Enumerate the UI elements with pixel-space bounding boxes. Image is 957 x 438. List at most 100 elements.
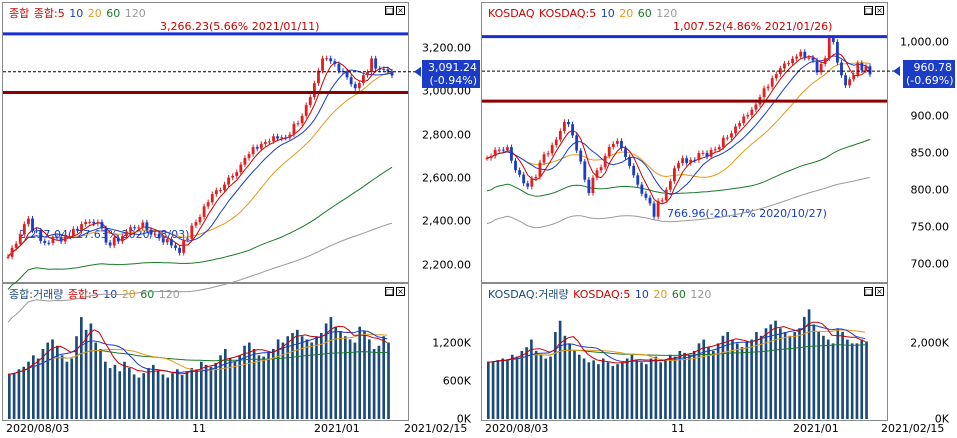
volume-bar xyxy=(836,328,840,419)
volume-bar xyxy=(712,350,715,419)
candle xyxy=(39,230,43,242)
candle xyxy=(161,238,165,243)
candle xyxy=(337,64,341,71)
maximize-icon[interactable]: □ xyxy=(864,287,873,296)
legend-item: 120 xyxy=(690,288,712,301)
candle xyxy=(247,154,251,158)
volume-bar xyxy=(487,362,490,419)
candle xyxy=(231,176,235,178)
close-icon[interactable]: × xyxy=(875,287,884,296)
candle xyxy=(317,70,320,84)
candle xyxy=(59,237,63,242)
legend-item: 60 xyxy=(106,7,121,20)
candle xyxy=(55,237,59,239)
candle xyxy=(510,147,513,161)
candle xyxy=(835,41,839,63)
volume-bar xyxy=(664,360,667,419)
candle xyxy=(243,157,247,165)
candle xyxy=(219,190,222,192)
candle xyxy=(770,78,774,87)
volume-bar xyxy=(248,342,251,419)
maximize-icon[interactable]: □ xyxy=(385,6,394,15)
volume-ma20-line xyxy=(486,329,866,363)
left-current-change: (-0.94%) xyxy=(429,74,478,87)
maximize-icon[interactable]: □ xyxy=(385,287,394,296)
volume-bar xyxy=(668,354,672,419)
volume-bar xyxy=(204,364,208,419)
volume-bar xyxy=(267,352,270,419)
maximize-icon[interactable]: □ xyxy=(864,6,873,15)
ma60-line xyxy=(486,138,871,197)
candle xyxy=(668,181,672,190)
candle xyxy=(860,63,864,71)
legend-item: 20 xyxy=(619,7,634,20)
candle xyxy=(791,58,794,64)
volume-ma10-line xyxy=(486,324,866,363)
volume-bar xyxy=(563,335,567,419)
x-tick-label: 2021/02/15 xyxy=(404,422,468,435)
candle xyxy=(713,149,717,151)
candle xyxy=(223,184,226,191)
candle xyxy=(100,221,104,229)
candle xyxy=(762,88,766,98)
volume-bar xyxy=(358,326,362,419)
volume-bar xyxy=(568,343,572,419)
candle xyxy=(202,206,206,217)
right-price-panel[interactable]: KOSDAQ KOSDAQ:5 10 20 60 120 □ × xyxy=(481,2,888,283)
candle xyxy=(571,124,574,136)
volume-bar xyxy=(89,323,93,419)
volume-ma5-line xyxy=(486,321,866,364)
candle xyxy=(615,140,619,144)
candle xyxy=(518,170,522,175)
candle xyxy=(485,158,489,160)
volume-bar xyxy=(238,355,242,419)
candle xyxy=(852,74,856,80)
volume-bar xyxy=(176,369,179,419)
ma60-line xyxy=(7,166,393,290)
volume-bar xyxy=(846,339,849,419)
legend-item: 종합:5 xyxy=(33,7,65,20)
candle xyxy=(357,82,361,89)
y-tick-label: 900.00 xyxy=(910,109,950,123)
x-tick-label: 2021/01 xyxy=(314,422,360,435)
candle xyxy=(88,221,92,223)
right-high-annotation: 1,007.52(4.86% 2021/01/26) xyxy=(673,20,833,33)
volume-bar xyxy=(214,362,218,419)
y-tick-label: 600K xyxy=(442,374,471,388)
candle xyxy=(734,126,737,134)
legend-item: 20 xyxy=(121,288,136,301)
volume-bar xyxy=(798,328,801,419)
volume-bar xyxy=(147,368,150,419)
volume-bar xyxy=(855,343,859,419)
candle xyxy=(558,131,562,140)
candle xyxy=(27,218,30,225)
candle xyxy=(312,83,316,98)
candle xyxy=(493,149,497,157)
volume-bar xyxy=(496,360,500,419)
y-tick-label: 2,800.00 xyxy=(422,128,471,142)
x-tick-label: 2021/01 xyxy=(793,422,839,435)
candle xyxy=(206,202,210,207)
candle xyxy=(632,165,636,176)
candle xyxy=(583,161,587,180)
candle xyxy=(325,58,329,60)
close-icon[interactable]: × xyxy=(875,6,884,15)
volume-bar xyxy=(630,354,634,419)
candle xyxy=(766,86,770,89)
candle xyxy=(717,147,721,150)
volume-bar xyxy=(243,345,246,419)
candle xyxy=(165,239,169,243)
left-price-y-axis: 3,200.00 3,000.00 2,800.00 2,600.00 2,400.00… xyxy=(409,2,479,283)
volume-bar xyxy=(520,350,524,419)
volume-bar xyxy=(783,332,787,419)
candle xyxy=(489,156,493,159)
volume-bar xyxy=(683,352,686,419)
candle xyxy=(14,243,18,248)
close-icon[interactable]: × xyxy=(396,6,405,15)
ma10-line xyxy=(7,69,393,258)
close-icon[interactable]: × xyxy=(396,287,405,296)
y-tick-label: 750.00 xyxy=(910,220,950,234)
ma120-line xyxy=(486,177,871,229)
candle xyxy=(868,66,872,75)
